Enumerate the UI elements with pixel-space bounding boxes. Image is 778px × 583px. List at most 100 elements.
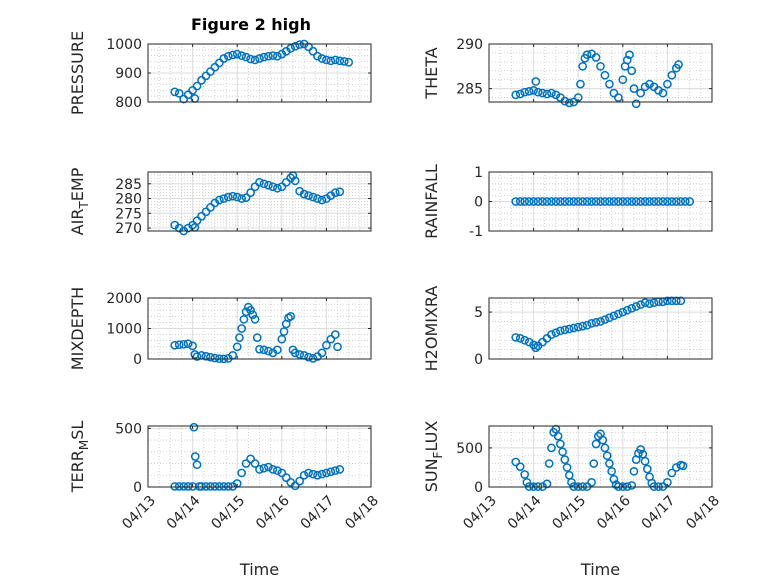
- data-point: [602, 451, 612, 461]
- data-point: [671, 197, 681, 206]
- data-point: [322, 340, 331, 350]
- x-axis-label: Time: [239, 560, 279, 579]
- y-tick-label: 800: [115, 95, 142, 111]
- data-point: [591, 197, 601, 206]
- axes-frame: [488, 297, 713, 360]
- y-tick-label: 0: [474, 480, 483, 496]
- data-point: [529, 197, 538, 206]
- data-point: [237, 468, 247, 478]
- data-point: [591, 439, 601, 449]
- data-point: [645, 79, 654, 89]
- data-point: [264, 180, 273, 190]
- data-point: [640, 456, 650, 466]
- data-point: [649, 298, 659, 308]
- data-point: [330, 330, 340, 339]
- data-point: [308, 469, 318, 479]
- y-axis-label: TERRMSL: [68, 421, 91, 494]
- data-point: [524, 86, 534, 96]
- data-point: [272, 183, 282, 193]
- data-point: [295, 476, 304, 486]
- y-axis-label: SUNFLUX: [422, 421, 445, 493]
- data-point: [290, 176, 300, 186]
- data-point: [560, 96, 570, 106]
- data-point: [304, 352, 313, 362]
- data-point: [576, 79, 585, 89]
- data-point: [551, 197, 561, 206]
- data-point: [237, 324, 247, 333]
- subplot-terr-msl: 0 500 04/13 04/14 04/15 04/16 04/17 04/18 Time TE…: [68, 421, 382, 579]
- data-point: [192, 352, 202, 361]
- data-point: [556, 439, 565, 449]
- data-point: [210, 482, 220, 491]
- data-point: [268, 182, 278, 192]
- data-point: [246, 54, 255, 64]
- data-point: [326, 334, 336, 344]
- data-point: [241, 459, 251, 468]
- data-point: [524, 197, 534, 206]
- data-point: [299, 189, 309, 199]
- data-point: [613, 197, 623, 206]
- data-point: [678, 461, 688, 471]
- data-point: [605, 313, 614, 323]
- data-point: [206, 203, 215, 212]
- data-point: [531, 343, 541, 353]
- data-point: [607, 467, 617, 476]
- data-point: [308, 46, 318, 56]
- data-point: [179, 482, 189, 491]
- data-point: [304, 191, 313, 200]
- data-point: [600, 315, 610, 324]
- data-point: [197, 482, 206, 491]
- data-point: [627, 481, 637, 490]
- data-point: [335, 465, 345, 474]
- data-point: [264, 346, 273, 356]
- data-point: [170, 482, 180, 491]
- data-point: [515, 89, 525, 99]
- data-point: [663, 197, 672, 206]
- x-tick-label: 04/18: [342, 493, 382, 533]
- data-point: [250, 459, 260, 468]
- data-point: [235, 333, 244, 342]
- y-axis-label: H2OMIXRA: [422, 286, 441, 372]
- data-point: [246, 305, 255, 315]
- data-point: [658, 197, 668, 206]
- data-point: [618, 307, 628, 317]
- y-axis-label: MIXDEPTH: [68, 287, 87, 370]
- data-point: [313, 470, 322, 480]
- data-point: [515, 197, 525, 206]
- data-point: [190, 452, 200, 461]
- data-point: [538, 197, 547, 206]
- data-point: [627, 197, 637, 206]
- data-point: [268, 51, 278, 60]
- x-tick-label: 04/16: [253, 493, 293, 533]
- data-point: [197, 75, 206, 85]
- x-tick-label: 04/15: [549, 493, 589, 533]
- data-point: [246, 188, 255, 197]
- data-point: [547, 443, 556, 453]
- data-point: [567, 477, 576, 487]
- x-tick-label: 04/13: [460, 493, 500, 533]
- data-point: [179, 94, 189, 104]
- data-point: [560, 455, 570, 464]
- data-point: [295, 350, 304, 359]
- data-point: [255, 177, 264, 187]
- data-point: [335, 56, 345, 66]
- data-point: [629, 84, 639, 93]
- y-tick-label: 2000: [106, 291, 142, 307]
- data-point: [317, 54, 327, 63]
- data-point: [304, 42, 313, 52]
- data-point: [609, 197, 619, 206]
- data-point: [522, 477, 532, 487]
- data-point: [591, 53, 601, 62]
- data-point: [609, 88, 619, 98]
- data-point: [192, 81, 202, 91]
- data-point: [264, 462, 273, 472]
- y-tick-label: 0: [133, 480, 142, 496]
- data-point: [174, 340, 184, 350]
- data-point: [228, 191, 238, 201]
- data-point: [569, 323, 579, 333]
- data-point: [313, 194, 322, 203]
- data-point: [264, 51, 273, 61]
- subplot-sun-flux: 0 500 04/13 04/14 04/15 04/16 04/17 04/18 Time SU…: [422, 421, 723, 579]
- data-point: [645, 197, 654, 206]
- data-point: [277, 182, 287, 192]
